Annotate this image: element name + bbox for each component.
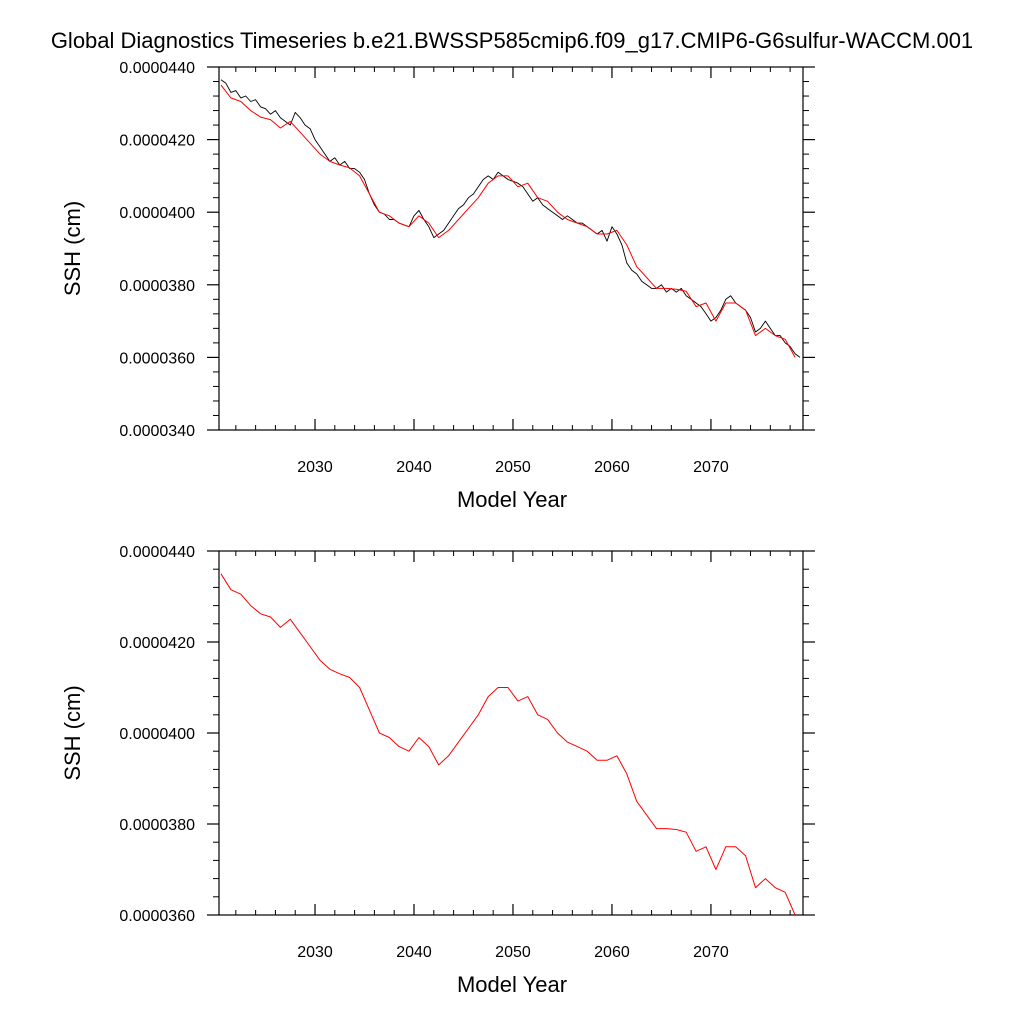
panel-1-y-tick-label: 0.0000420 — [119, 133, 195, 150]
chart-title: Global Diagnostics Timeseries b.e21.BWSS… — [50, 28, 974, 53]
panel-1-y-tick-label: 0.0000340 — [119, 423, 195, 440]
panel-2-y-tick-label: 0.0000440 — [119, 544, 195, 561]
panel-2-plot-frame — [218, 550, 804, 916]
panel-2-x-tick-label: 2050 — [495, 944, 531, 961]
panel-2-y-tick-label: 0.0000420 — [119, 635, 195, 652]
panel-1-x-tick-label: 2030 — [297, 459, 333, 476]
panel-2-y-tick-label: 0.0000400 — [119, 726, 195, 743]
panel-1-x-tick-label: 2050 — [495, 459, 531, 476]
panel-1-x-tick-label: 2070 — [693, 459, 729, 476]
panel-1-x-tick-label: 2040 — [396, 459, 432, 476]
panel-2-series-line-1 — [220, 573, 796, 916]
panel-1-series-line-2 — [220, 84, 796, 358]
panel-2-x-axis-title: Model Year — [457, 972, 567, 997]
panel-2-y-axis-title: SSH (cm) — [60, 685, 85, 780]
panel-1-y-tick-label: 0.0000440 — [119, 60, 195, 77]
panel-2-x-tick-label: 2030 — [297, 944, 333, 961]
panel-1-series-line-1 — [220, 79, 801, 358]
panel-2-x-tick-label: 2040 — [396, 944, 432, 961]
panel-2-x-tick-label: 2060 — [594, 944, 630, 961]
panel-1-y-tick-label: 0.0000380 — [119, 278, 195, 295]
panel-2-y-tick-label: 0.0000360 — [119, 908, 195, 925]
panel-1-y-tick-label: 0.0000360 — [119, 350, 195, 367]
panel-1-x-axis-title: Model Year — [457, 487, 567, 512]
panel-1-y-axis-title: SSH (cm) — [60, 201, 85, 296]
panel-2-x-tick-label: 2070 — [693, 944, 729, 961]
panel-1-y-tick-label: 0.0000400 — [119, 205, 195, 222]
panel-1-x-tick-label: 2060 — [594, 459, 630, 476]
panel-1-plot-frame — [218, 66, 804, 431]
panel-2-y-tick-label: 0.0000380 — [119, 817, 195, 834]
